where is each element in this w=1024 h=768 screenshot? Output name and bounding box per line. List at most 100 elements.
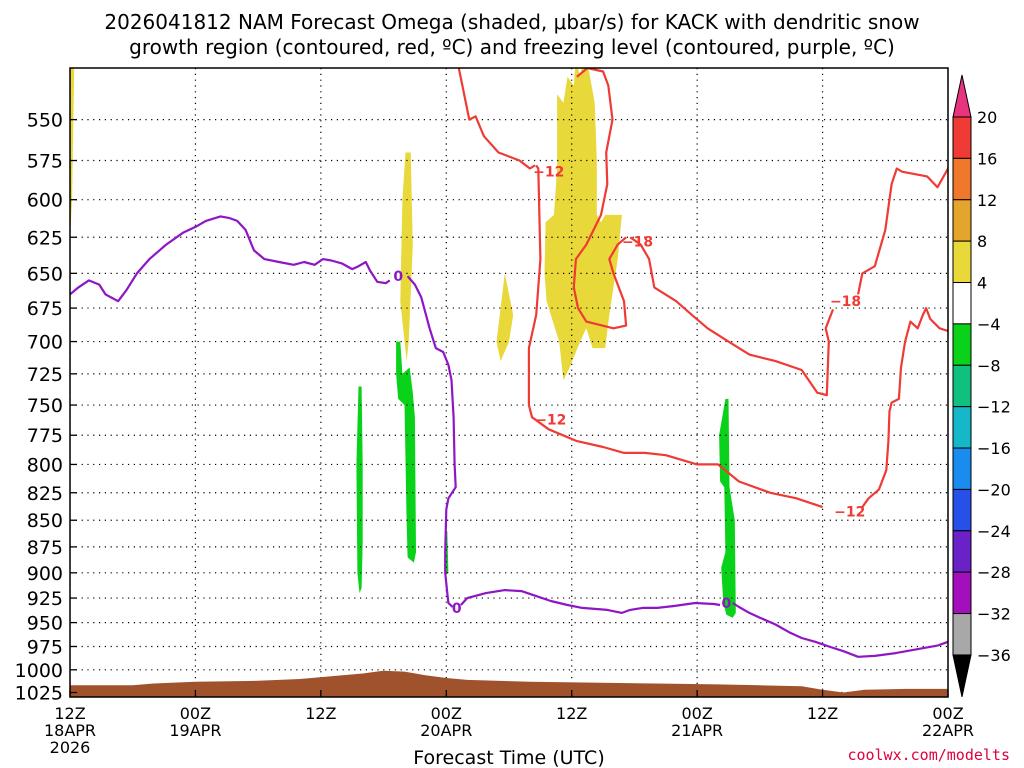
colorbar-segment	[952, 282, 972, 325]
x-tick-label: 18APR	[44, 721, 96, 740]
chart-title-line-2: growth region (contoured, red, ºC) and f…	[129, 35, 895, 59]
colorbar-label: −28	[977, 563, 1011, 582]
colorbar-bottom-arrow	[952, 654, 972, 698]
x-tick-label: 00Z	[932, 704, 963, 723]
omega-positive-area-3	[496, 273, 514, 362]
colorbar-label: −4	[977, 315, 1001, 334]
plot-content: −12 −18 −18 −12 −12 0 0 0	[70, 68, 948, 697]
x-tick-label: 12Z	[807, 704, 838, 723]
x-tick-label: 00Z	[431, 704, 462, 723]
axes: 550 575 600 625 650 675 700 725 750 775 800 825 850 8…	[15, 67, 974, 757]
dgz-contour-6	[861, 307, 948, 508]
colorbar-label: 8	[977, 232, 987, 251]
y-tick-label: 575	[27, 151, 63, 173]
y-tick-label: 750	[27, 395, 63, 417]
dgz-contour-4	[629, 236, 835, 397]
y-tick-label: 850	[27, 510, 63, 532]
omega-positive-area-2	[400, 152, 413, 362]
y-tick-label: 950	[27, 613, 63, 635]
freezing-level-label: 0	[393, 269, 403, 285]
y-tick-label: 600	[27, 190, 63, 212]
y-tick-label: 875	[27, 537, 63, 559]
freezing-level-contour-2	[406, 275, 457, 608]
x-tick-label: 21APR	[671, 721, 723, 740]
colorbar-segment	[952, 530, 972, 573]
colorbar-segment	[952, 323, 972, 366]
colorbar-label: 12	[977, 191, 997, 210]
y-tick-label: 1025	[15, 683, 63, 705]
colorbar-segment	[952, 199, 972, 242]
freezing-level-label: 0	[722, 596, 732, 612]
omega-positive-area-1	[70, 68, 75, 238]
y-tick-label: 725	[27, 364, 63, 386]
colorbar-label: −36	[977, 646, 1011, 665]
colorbar-label: 20	[977, 108, 997, 127]
plot-area: −12 −18 −18 −12 −12 0 0 0	[70, 68, 948, 697]
freezing-level-contour-3	[460, 588, 721, 615]
x-tick-label: 20APR	[420, 721, 472, 740]
freezing-level-contour-1	[70, 215, 391, 303]
x-tick-label: 00Z	[681, 704, 712, 723]
x-tick-label: 22APR	[922, 721, 974, 740]
colorbar-segment	[952, 116, 972, 159]
colorbar-label: −24	[977, 522, 1011, 541]
dgz-contour-label: −18	[830, 294, 861, 310]
plot-frame	[69, 67, 949, 698]
freezing-level-contour-4	[732, 602, 948, 658]
x-tick-label: 00Z	[180, 704, 211, 723]
colorbar-label: −20	[977, 480, 1011, 499]
dgz-contour-label: −12	[834, 505, 865, 521]
y-tick-label: 675	[27, 298, 63, 320]
colorbar-label: −12	[977, 398, 1011, 417]
y-tick-label: 900	[27, 563, 63, 585]
colorbar: 20 16 12 8 4 −4 −8 −12 −16 −20 −24 −28 −32 −36	[952, 74, 1011, 698]
dgz-contour-label: −12	[535, 413, 566, 429]
x-axis-label: Forecast Time (UTC)	[413, 747, 604, 768]
dgz-contour-3	[572, 68, 628, 330]
y-tick-label: 1000	[15, 660, 63, 682]
omega-positive-area-4	[544, 68, 622, 381]
colorbar-label: 4	[977, 274, 987, 293]
colorbar-segment	[952, 240, 972, 284]
y-tick-label: 625	[27, 227, 63, 249]
colorbar-label: −16	[977, 439, 1011, 458]
y-tick-label: 775	[27, 425, 63, 447]
dgz-contour-label: −12	[533, 165, 564, 181]
chart-title-line-1: 2026041812 NAM Forecast Omega (shaded, μ…	[104, 10, 919, 34]
x-tick-label: 12Z	[54, 704, 85, 723]
omega-negative-area-4	[719, 398, 736, 618]
credit-text: coolwx.com/modelts	[847, 746, 1010, 764]
surface-terrain	[70, 670, 948, 697]
dgz-contour-2	[527, 164, 823, 509]
x-tick-label: 12Z	[556, 704, 587, 723]
y-tick-label: 550	[27, 110, 63, 132]
freezing-level-label: 0	[452, 601, 462, 617]
colorbar-label: 16	[977, 149, 997, 168]
colorbar-segment	[952, 157, 972, 201]
y-tick-label: 650	[27, 263, 63, 285]
y-tick-label: 700	[27, 332, 63, 354]
x-tick-label: 2026	[50, 738, 91, 757]
dgz-contour-5	[857, 167, 948, 295]
omega-negative-area-2	[396, 341, 416, 563]
colorbar-segment	[952, 571, 972, 615]
x-tick-label: 19APR	[169, 721, 221, 740]
y-tick-label: 825	[27, 483, 63, 505]
y-tick-label: 925	[27, 588, 63, 610]
colorbar-segment	[952, 406, 972, 449]
dgz-contour-1	[457, 68, 536, 170]
colorbar-label: −8	[977, 356, 1001, 375]
y-tick-label: 975	[27, 636, 63, 658]
y-tick-label: 800	[27, 454, 63, 476]
colorbar-top-arrow	[952, 74, 972, 118]
dgz-contour-label: −18	[622, 235, 653, 251]
colorbar-label: −32	[977, 605, 1011, 624]
x-tick-label: 12Z	[305, 704, 336, 723]
omega-negative-area-1	[356, 386, 363, 594]
colorbar-segment	[952, 364, 972, 408]
colorbar-segment	[952, 613, 972, 656]
colorbar-segment	[952, 447, 972, 490]
colorbar-segment	[952, 488, 972, 532]
